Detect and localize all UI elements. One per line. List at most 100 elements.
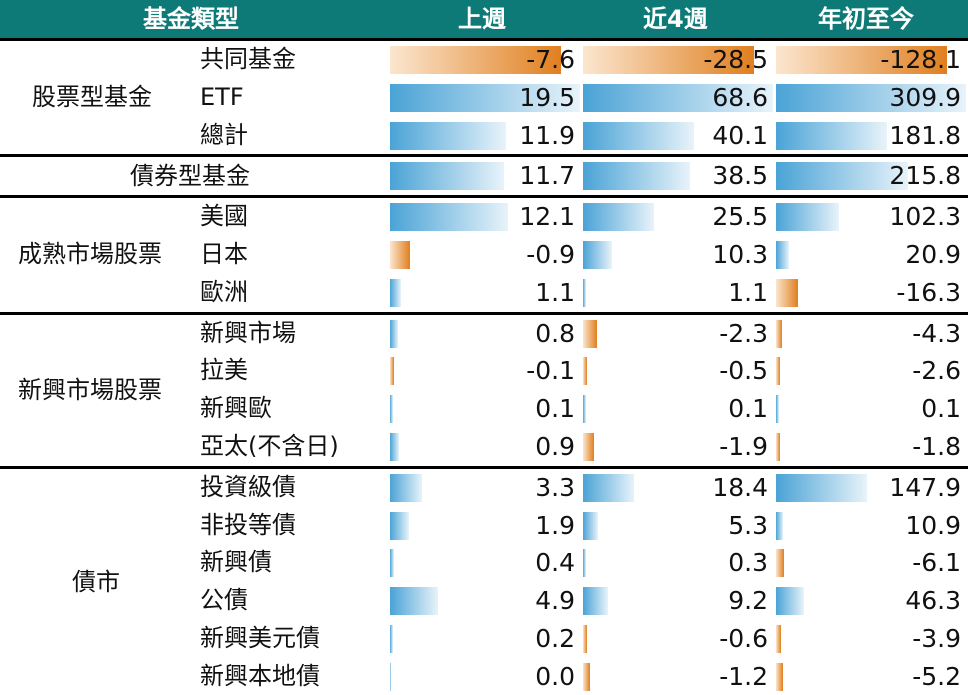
row-label: 亞太(不含日)	[200, 432, 339, 460]
header-ytd: 年初至今	[818, 5, 914, 33]
value-four-weeks: -1.9	[719, 432, 768, 461]
row-label: 總計	[200, 120, 248, 149]
header-fund-type: 基金類型	[143, 5, 239, 33]
row-label: ETF	[200, 82, 244, 111]
table-row: 新興本地債 0.0 -1.2 -5.2	[0, 658, 968, 695]
value-bar	[390, 83, 580, 112]
value-week: 0.9	[535, 432, 575, 461]
value-bar	[776, 278, 798, 307]
value-ytd: 147.9	[889, 472, 961, 502]
value-four-weeks: -1.2	[719, 661, 768, 691]
row-label: 日本	[200, 240, 248, 268]
value-four-weeks: 10.3	[712, 240, 768, 269]
value-ytd: 0.1	[921, 394, 961, 424]
table-row: 新興市場 0.8 -2.3 -4.3	[0, 315, 968, 352]
group-divider	[0, 38, 968, 41]
value-week: 12.1	[519, 202, 575, 232]
value-four-weeks: 68.6	[712, 82, 768, 112]
value-bar	[776, 46, 947, 74]
row-label: 新興歐	[200, 394, 272, 423]
value-ytd: -2.6	[912, 356, 961, 386]
value-four-weeks: 0.1	[728, 394, 768, 424]
value-ytd: 181.8	[889, 120, 961, 150]
group-divider	[0, 195, 968, 199]
value-bar	[776, 162, 909, 191]
value-bar	[390, 625, 393, 653]
value-week: 19.5	[519, 82, 575, 112]
row-label: 新興債	[200, 548, 272, 577]
value-ytd: -5.2	[912, 661, 961, 691]
value-week: 0.1	[535, 394, 575, 424]
value-ytd: -1.8	[912, 432, 961, 461]
value-bar	[390, 121, 506, 150]
table-row: ETF 19.5 68.6 309.9	[0, 79, 968, 116]
table-row: 美國 12.1 25.5 102.3	[0, 198, 968, 235]
value-ytd: 102.3	[889, 202, 961, 232]
value-bar	[776, 83, 966, 112]
value-bar	[776, 549, 785, 578]
value-week: 4.9	[535, 586, 575, 616]
value-bar	[583, 473, 634, 502]
value-bar	[583, 46, 754, 74]
value-bar	[776, 511, 783, 540]
value-week: 0.4	[535, 548, 575, 578]
row-label: 投資級債	[200, 472, 296, 501]
value-bar	[583, 121, 695, 150]
header-row: 基金類型 上週 近4週 年初至今	[0, 0, 968, 38]
value-ytd: -16.3	[896, 277, 961, 307]
value-four-weeks: -2.3	[719, 318, 768, 348]
value-ytd: 309.9	[889, 82, 961, 112]
value-bar	[776, 241, 789, 269]
value-week: -0.9	[526, 240, 575, 269]
row-label: 新興市場	[200, 318, 296, 347]
value-ytd: -3.9	[912, 624, 961, 653]
row-label: 美國	[200, 202, 248, 231]
table-row: 新興債 0.4 0.3 -6.1	[0, 544, 968, 581]
value-week: 3.3	[535, 472, 575, 502]
value-bar	[583, 357, 587, 386]
value-bar	[583, 241, 612, 269]
value-week: 1.9	[535, 510, 575, 540]
group-divider	[0, 154, 968, 158]
value-bar	[390, 241, 411, 269]
table-row: 共同基金 -7.6 -28.5 -128.1	[0, 41, 968, 78]
header-last-week: 上週	[458, 5, 506, 33]
value-bar	[390, 395, 393, 424]
value-four-weeks: 1.1	[728, 277, 768, 307]
value-bar	[390, 162, 504, 191]
row-label: 歐洲	[200, 277, 248, 306]
value-bar	[776, 203, 839, 232]
group-name: 成熟市場股票	[18, 240, 162, 269]
value-bar	[776, 473, 867, 502]
value-bar	[583, 549, 586, 578]
value-four-weeks: 38.5	[712, 161, 768, 191]
value-bar	[583, 433, 595, 461]
value-week: 1.1	[535, 277, 575, 307]
value-bar	[776, 395, 779, 424]
group-name: 新興市場股票	[18, 375, 162, 404]
value-bar	[390, 278, 401, 307]
value-bar	[583, 662, 591, 691]
value-ytd: -4.3	[912, 318, 961, 348]
value-ytd: 10.9	[905, 510, 961, 540]
value-four-weeks: 18.4	[712, 472, 768, 502]
value-bar	[583, 625, 587, 653]
value-four-weeks: 5.3	[728, 510, 768, 540]
value-bar	[583, 278, 587, 307]
value-bar	[583, 319, 597, 348]
value-bar	[390, 511, 409, 540]
value-four-weeks: -0.6	[719, 624, 768, 653]
value-bar	[390, 587, 438, 616]
table-row: 11.7 38.5 215.8	[0, 157, 968, 194]
table-row: 新興歐 0.1 0.1 0.1	[0, 390, 968, 427]
value-bar	[776, 662, 783, 691]
value-bar	[583, 587, 609, 616]
value-bar	[390, 46, 561, 74]
value-bar	[390, 203, 508, 232]
table-row: 非投等債 1.9 5.3 10.9	[0, 507, 968, 544]
value-week: 0.8	[535, 318, 575, 348]
value-bar	[583, 83, 773, 112]
row-label: 非投等債	[200, 510, 296, 539]
group-divider	[0, 311, 968, 315]
